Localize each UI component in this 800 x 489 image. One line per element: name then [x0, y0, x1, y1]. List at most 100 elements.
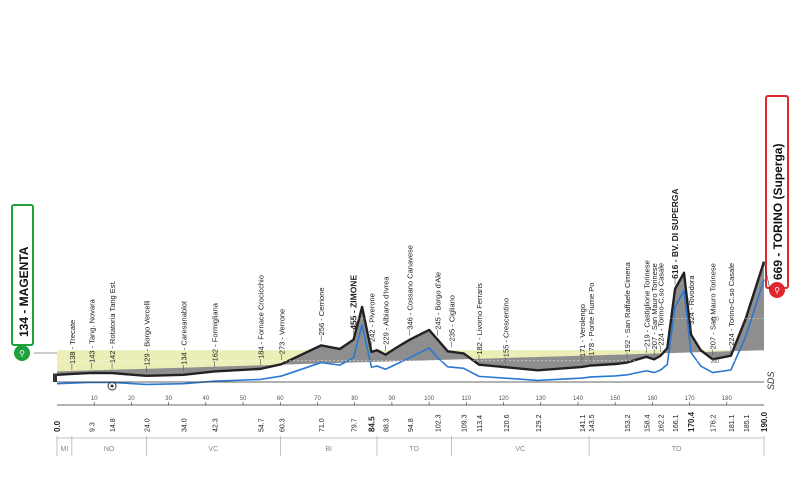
distance-axis: 10 20 30 40 50 60 70 80 90 100 110 120 130 140 150 160 1… — [53, 381, 769, 432]
km-label: 34.0 — [182, 418, 189, 432]
start-finish-markers: 134 - MAGENTA ⚲ 669 - TORINO (Superga) ⚲ — [11, 95, 789, 361]
km-label: 153.2 — [625, 414, 632, 432]
waypoint-label: 178 - Ponte Fiume Po — [587, 283, 596, 356]
km-label: 42.3 — [212, 418, 219, 432]
start-label-box — [11, 204, 34, 346]
waypoint-label: 224 - Torino-C.so Casale — [727, 263, 736, 346]
km-label: 9.3 — [90, 422, 97, 432]
road-line — [56, 279, 765, 386]
waypoint-label: 346 - Cossano Canavese — [406, 245, 415, 330]
x-tick-label: 160 — [647, 396, 658, 402]
waypoint-label: 256 - Cerrione — [317, 287, 326, 335]
x-tick-label: 180 — [722, 396, 733, 402]
waypoint-label: 171 - Verolengo — [578, 304, 587, 357]
km-label: 71.0 — [319, 418, 326, 432]
km-label: 54.7 — [259, 418, 266, 432]
start-cyclist-glyph: ⚲ — [19, 349, 25, 358]
x-tick-label: 20 — [128, 396, 135, 402]
province-code: VC — [208, 446, 218, 453]
province-code: NO — [104, 446, 115, 453]
waypoint-label: 142 - Rotatoria Tang Est. — [108, 280, 117, 363]
km-label: 166.1 — [673, 414, 680, 432]
waypoint-label: 242 - Piverone — [367, 293, 376, 342]
km-label: 141.1 — [580, 414, 587, 432]
waypoint-label: 245 - Borgo d'Ale — [434, 272, 443, 330]
km-label: 84.5 — [367, 416, 376, 432]
waypoint-label: 129 - Borgo Vercelli — [142, 300, 151, 366]
province-code: TO — [409, 446, 419, 453]
x-tick-label: 140 — [573, 396, 584, 402]
province-strip: MI NO VC BI TO VC TO — [56, 381, 765, 456]
waypoint-label: 207 - San Mauro Torinese — [709, 263, 718, 349]
waypoint-label: 273 - Verrone — [277, 309, 286, 354]
waypoint-label: 207 - San Mauro Torinese — [650, 263, 659, 349]
province-code: MI — [61, 446, 69, 453]
intermediate-sprint-icon — [107, 381, 117, 391]
province-code: VC — [515, 446, 525, 453]
waypoint-label: 184 - Fornace Crocicchio — [257, 275, 266, 359]
intermediate-sprint-dot — [110, 384, 114, 388]
altitude-gridlines: 200 400 — [57, 317, 764, 365]
x-tick-label: 40 — [202, 396, 209, 402]
profile-fill — [57, 261, 764, 376]
km-label: 94.8 — [408, 418, 415, 432]
x-tick-label: 70 — [314, 396, 321, 402]
km-label: 176.2 — [711, 414, 718, 432]
km-label: 158.4 — [644, 414, 651, 432]
waypoint-label: 616 - BV. DI SUPERGA — [670, 188, 680, 278]
x-tick-label: 90 — [389, 396, 396, 402]
finish-cyclist-glyph: ⚲ — [774, 286, 780, 295]
x-tick-label: 10 — [91, 396, 98, 402]
profile-outline — [56, 261, 766, 378]
km-label: 60.3 — [279, 418, 286, 432]
start-flag-icon — [14, 345, 30, 361]
km-label: 113.4 — [477, 415, 484, 432]
finish-leader — [763, 261, 771, 291]
km-label: 24.0 — [144, 418, 151, 432]
sds-logo: SDS — [766, 371, 776, 390]
x-tick-label: 30 — [165, 396, 172, 402]
waypoint-label: 219 - Castiglione Torinese — [642, 260, 651, 347]
km-label: 170.4 — [687, 411, 696, 432]
waypoint-label: 162 - Formigliana — [210, 302, 219, 361]
km-label: 120.6 — [504, 414, 511, 432]
km-label: 109.3 — [462, 414, 469, 432]
waypoint-label: 192 - San Raffaele Cimena — [623, 261, 632, 352]
x-tick-label: 50 — [240, 396, 247, 402]
waypoint-label: 143 - Tang. Novara — [88, 298, 97, 362]
waypoint-label: 182 - Livorno Ferraris — [475, 283, 484, 355]
altitude-tick-label: 400 — [711, 317, 720, 323]
x-tick-label: 60 — [277, 396, 284, 402]
start-label: 134 - MAGENTA — [17, 246, 31, 337]
waypoint-label: 134 - Caresanablot — [180, 300, 189, 365]
km-label: 79.7 — [352, 418, 359, 432]
sds-logo-text: SDS — [766, 371, 776, 390]
x-tick-label: 170 — [685, 396, 696, 402]
finish-label: 669 - TORINO (Superga) — [771, 144, 785, 280]
waypoint-label: 455 - ZIMONE — [349, 275, 359, 330]
km-label: 181.1 — [729, 414, 736, 432]
altitude-tick-label: 200 — [711, 359, 720, 365]
waypoint-label: 229 - Albiano d'Ivrea — [382, 276, 391, 345]
km-label: 14.8 — [110, 418, 117, 432]
profile-area — [56, 261, 766, 386]
x-tick-label: 110 — [462, 396, 472, 402]
start-wall — [53, 373, 57, 382]
km-label: 129.2 — [536, 414, 543, 432]
km-label: 88.3 — [384, 418, 391, 432]
x-tick-label: 80 — [351, 396, 358, 402]
waypoint-labels: 138 - Trecate 143 - Tang. Novara 142 - Rot… — [68, 188, 736, 372]
km-label: 162.2 — [659, 414, 666, 432]
km-label: 185.1 — [744, 414, 751, 432]
x-tick-label: 100 — [424, 396, 435, 402]
x-tick-label: 150 — [610, 396, 621, 402]
x-tick-label: 130 — [536, 396, 547, 402]
waypoint-label: 138 - Trecate — [68, 320, 77, 364]
x-tick-label: 120 — [499, 396, 510, 402]
waypoint-label: 224 - Torino-C.so Casale — [657, 263, 666, 346]
province-code: TO — [672, 446, 682, 453]
finish-flag-icon — [769, 282, 785, 298]
km-label: 190.0 — [760, 411, 769, 432]
